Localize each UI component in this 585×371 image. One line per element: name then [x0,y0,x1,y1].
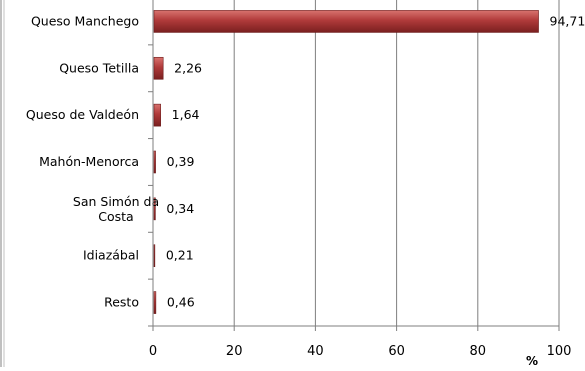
x-tick-label: 20 [226,344,243,359]
bar [153,10,539,33]
x-tick-label: 0 [149,344,157,359]
category-label: Mahón-Menorca [39,154,139,169]
value-label: 0,39 [167,154,195,169]
x-tick-label: 80 [470,344,487,359]
bar [153,56,164,80]
x-tick-label: 60 [388,344,405,359]
value-label: 0,21 [166,248,194,263]
category-label: San Simón da Costa [73,194,159,224]
gridlines [233,0,560,326]
value-labels: 94,71 2,26 1,64 0,39 0,34 0,21 0,46 [166,13,585,309]
value-label: 94,71 [550,13,585,28]
category-label: Queso Tetilla [59,60,139,75]
category-label: Queso Manchego [31,13,139,28]
bar [153,197,156,221]
x-tick-labels: 0 20 40 60 80 100 [149,344,572,359]
value-label: 2,26 [174,60,202,75]
value-label: 0,34 [166,201,194,216]
category-label: Idiazábal [83,248,139,263]
value-label: 1,64 [172,107,200,122]
bar [153,150,156,174]
x-tick-label: 40 [307,344,324,359]
category-labels: Queso Manchego Queso Tetilla Queso de Vald… [26,13,159,309]
x-axis-title: % [526,354,538,367]
bar [153,291,157,314]
value-label: 0,46 [167,295,195,310]
bar [153,103,161,127]
x-tick-label: 100 [547,344,572,359]
category-label: Resto [104,295,139,310]
axes [148,0,560,331]
bar [153,244,156,268]
bars [153,10,539,314]
category-label: Queso de Valdeón [26,107,139,122]
